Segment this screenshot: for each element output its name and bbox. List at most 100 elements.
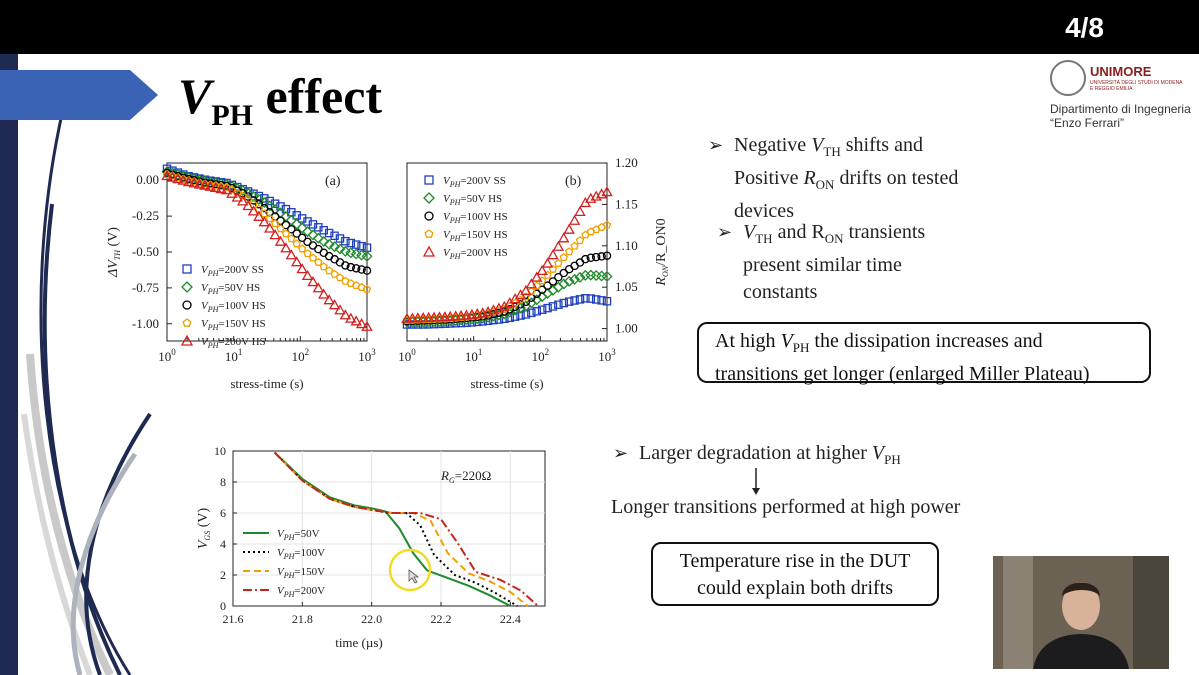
data-point [318, 235, 330, 248]
data-point [292, 229, 301, 238]
data-point [579, 269, 591, 281]
x-tick-label: 103 [358, 347, 376, 364]
data-point [222, 182, 231, 191]
bullet-larger-degradation: Larger degradation at higher VPH [613, 440, 901, 473]
b3-pre: Larger degradation at higher [639, 442, 872, 464]
data-point [570, 296, 579, 305]
data-point [173, 173, 182, 182]
data-point [188, 177, 200, 188]
b2-line3: constants [743, 281, 818, 303]
data-point [303, 249, 312, 258]
legend-label: VPH=200V HS [443, 247, 508, 261]
department-label: Dipartimento di Ingegneria “Enzo Ferrari” [1050, 102, 1195, 130]
series-line [273, 451, 518, 607]
x-tick-label: 102 [292, 347, 310, 364]
b1-text: Negative [734, 134, 812, 156]
legend-marker [424, 229, 434, 238]
data-point [346, 262, 356, 272]
data-point [280, 242, 292, 253]
box2-line2: could explain both drifts [696, 577, 894, 599]
data-point [591, 252, 601, 262]
data-point [531, 271, 543, 282]
legend-marker [422, 245, 436, 257]
data-point [536, 264, 548, 276]
data-point [227, 185, 237, 194]
y-axis-label: VGS (V) [196, 508, 212, 550]
data-point [323, 294, 335, 305]
box1-vsub: PH [792, 340, 810, 355]
plot-frame [232, 450, 546, 607]
data-point [334, 243, 346, 255]
b3-vsub: PH [884, 452, 901, 467]
y-axis-label: RON/R_ON0 [654, 218, 670, 286]
x-tick-label: 22.2 [431, 612, 452, 626]
data-point [179, 174, 188, 183]
legend-label: VPH=150V [277, 566, 325, 580]
data-point [254, 191, 264, 201]
x-tick-label: 101 [225, 347, 243, 364]
data-point [303, 217, 312, 226]
legend-label: VPH=150V HS [201, 318, 266, 332]
y-axis-label-group: VGS (V) [196, 508, 212, 550]
data-point [182, 176, 195, 187]
department-line2: “Enzo Ferrari” [1050, 116, 1125, 130]
legend-marker [182, 264, 192, 274]
legend-marker [182, 300, 192, 310]
data-point [161, 169, 173, 181]
data-point [346, 238, 356, 248]
data-point [253, 210, 265, 221]
data-point [260, 194, 269, 203]
data-point [602, 251, 612, 260]
x-tick-label: 100 [398, 347, 416, 364]
data-point [269, 203, 281, 215]
data-point [166, 171, 179, 182]
title-arrow-shape [0, 70, 158, 120]
data-point [285, 214, 297, 226]
x-tick-label: 103 [598, 347, 616, 364]
y-tick-label: 1.05 [615, 279, 638, 294]
data-point [574, 205, 586, 216]
webcam-video-feed [993, 556, 1169, 669]
department-line1: Dipartimento di Ingegneria [1050, 102, 1191, 116]
data-point [236, 195, 249, 206]
data-point [328, 299, 341, 310]
y-tick-label: 0.00 [136, 172, 159, 187]
x-axis-label: stress-time (s) [230, 376, 303, 391]
data-point [537, 285, 547, 295]
legend-label: VPH=50V HS [443, 193, 502, 207]
data-point [554, 273, 563, 282]
data-point [193, 178, 206, 189]
y-tick-label: -0.25 [132, 208, 159, 223]
data-point [602, 297, 612, 306]
data-point [249, 196, 258, 205]
legend-marker [423, 192, 435, 204]
series-line [273, 451, 511, 607]
bullet-vth-ron-drifts: Negative VTH shifts and Positive RON dri… [708, 132, 958, 225]
b2-vsub: TH [755, 231, 773, 246]
data-point [552, 240, 565, 251]
data-point [312, 282, 325, 293]
y-tick-label: 1.00 [615, 321, 638, 336]
data-point [548, 302, 558, 311]
data-point [209, 181, 222, 193]
y-tick-label: 1.20 [615, 155, 638, 170]
plot-b-svg: 100 101 102 103 1.20 1.15 1.10 1.05 1.00 stress-t… [398, 155, 670, 391]
cursor-highlight [388, 548, 432, 592]
data-point [351, 264, 361, 273]
data-point [597, 296, 606, 305]
data-point [543, 281, 552, 290]
data-point [335, 234, 345, 243]
legend-label: VPH=150V HS [443, 229, 508, 243]
data-point [237, 185, 249, 197]
data-point [269, 229, 281, 240]
data-point [361, 320, 373, 331]
data-point [564, 247, 574, 256]
data-point [341, 261, 350, 270]
x-tick-label: 101 [465, 347, 483, 364]
data-point [297, 233, 307, 243]
data-point [195, 178, 204, 187]
y-tick-label: -1.00 [132, 316, 159, 331]
data-point [351, 240, 361, 249]
data-point [339, 309, 352, 320]
data-point [362, 284, 372, 293]
